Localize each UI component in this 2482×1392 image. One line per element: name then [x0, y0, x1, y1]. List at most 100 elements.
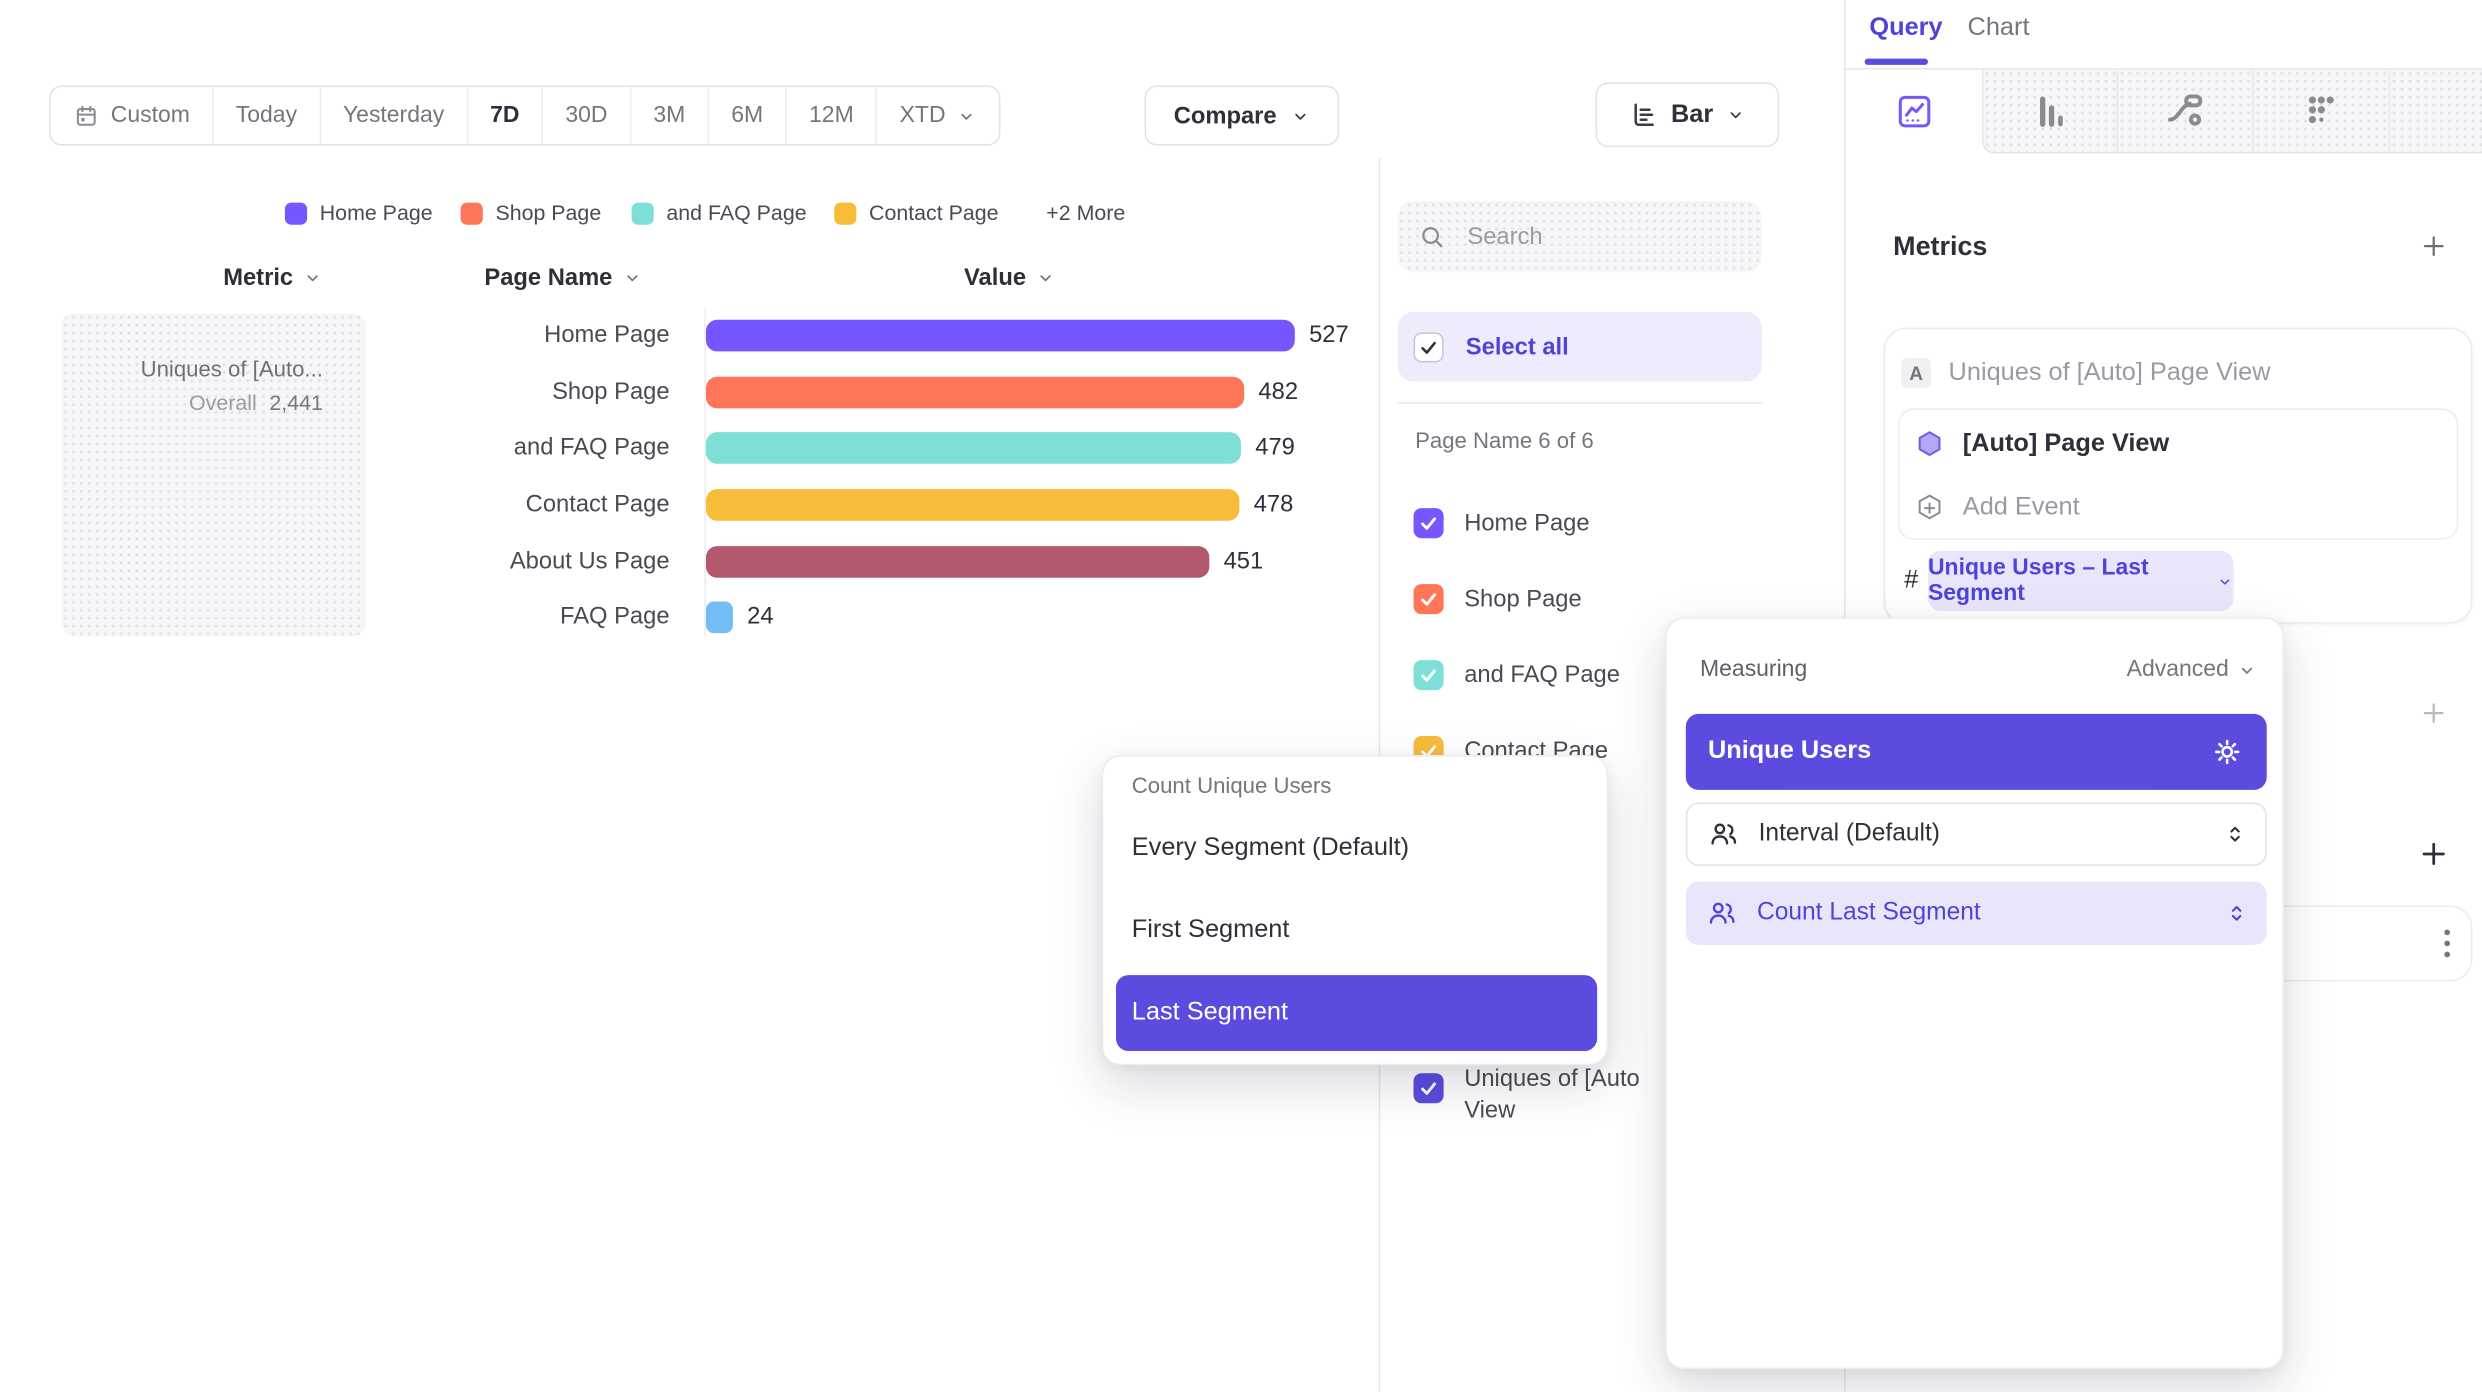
kebab-menu-icon[interactable] [2435, 928, 2460, 960]
check-icon [1421, 669, 1437, 682]
date-range-today[interactable]: Today [212, 87, 320, 145]
bar-faq-page[interactable] [705, 601, 733, 634]
date-range-label: Custom [110, 102, 190, 129]
option-first-segment[interactable]: First Segment [1131, 916, 1290, 944]
option-unique-users[interactable]: Unique Users [1685, 713, 2267, 790]
legend-item[interactable]: Contact Page [834, 201, 999, 225]
bar-category-label: Home Page [544, 321, 670, 349]
search-input[interactable] [1464, 221, 1708, 252]
chart-type-tab-funnels[interactable] [1981, 69, 2117, 154]
tab-query[interactable]: Query [1869, 14, 1943, 42]
legend-more[interactable]: +2 More [1046, 201, 1125, 225]
dropdown-title: Count Unique Users [1131, 772, 1332, 798]
column-header-value[interactable]: Value [964, 264, 1056, 291]
check-icon [1421, 517, 1437, 530]
date-range-label: XTD [899, 102, 946, 129]
hash-symbol: # [1904, 566, 1919, 594]
bar-value: 527 [1309, 321, 1349, 349]
gear-icon[interactable] [2210, 734, 2245, 769]
add-event-hexagon-icon[interactable] [1914, 492, 1946, 524]
segment-item-uniques[interactable]: Uniques of [Auto View [1413, 1065, 1677, 1127]
date-range-12m[interactable]: 12M [785, 87, 876, 145]
add-filter-plus-icon[interactable] [2419, 698, 2449, 728]
legend-item[interactable]: and FAQ Page [631, 201, 807, 225]
bar-and-faq-page[interactable] [705, 432, 1242, 464]
segment-item-home-page[interactable]: Home Page [1413, 508, 1590, 540]
stepper-label: Count Last Segment [1757, 899, 1981, 927]
chart-type-label: Bar [1671, 100, 1714, 128]
date-range-control: Custom Today Yesterday 7D 30D 3M 6M 12M … [49, 85, 1001, 146]
tab-chart[interactable]: Chart [1967, 14, 2030, 42]
compare-label: Compare [1173, 102, 1277, 130]
metric-card: A Uniques of [Auto] Page View [Auto] Pag… [1883, 327, 2473, 624]
event-name[interactable]: [Auto] Page View [1962, 430, 2170, 458]
chevron-down-icon [961, 112, 973, 119]
bar-contact-page[interactable] [705, 489, 1240, 521]
segment-label: Uniques of [Auto View [1464, 1065, 1640, 1124]
advanced-label: Advanced [2126, 656, 2229, 683]
date-range-xtd[interactable]: XTD [875, 87, 1000, 145]
option-label: Last Segment [1131, 998, 1289, 1026]
bar-chart-icon [2039, 95, 2062, 126]
legend-label: Contact Page [869, 201, 999, 225]
measurement-selector[interactable]: Unique Users – Last Segment [1927, 550, 2234, 612]
date-range-label: 30D [565, 102, 608, 129]
select-all-row[interactable]: Select all [1397, 311, 1762, 382]
date-range-label: 3M [653, 102, 686, 129]
column-header-page-name[interactable]: Page Name [484, 264, 642, 291]
search-icon [1422, 227, 1443, 248]
legend-label: Shop Page [495, 201, 602, 225]
legend-item[interactable]: Home Page [284, 201, 433, 225]
metric-cell-title: Uniques of [Auto... [140, 356, 323, 382]
legend-swatch [631, 201, 654, 224]
chevron-down-icon [1731, 112, 1742, 119]
chart-type-button[interactable]: Bar [1595, 82, 1780, 148]
legend-label: Home Page [319, 201, 433, 225]
select-all-label: Select all [1465, 333, 1569, 361]
measurement-label: Unique Users – Last Segment [1927, 555, 2149, 607]
compare-button[interactable]: Compare [1144, 85, 1340, 146]
bar-shop-page[interactable] [705, 376, 1245, 409]
users-icon [1711, 823, 1737, 845]
retention-icon [2308, 95, 2334, 123]
chart-type-tab-more[interactable] [2388, 69, 2482, 154]
date-range-yesterday[interactable]: Yesterday [319, 87, 467, 145]
bar-value: 24 [747, 603, 774, 630]
date-range-3m[interactable]: 3M [629, 87, 708, 145]
segment-checkbox[interactable] [1413, 508, 1444, 539]
bar-row: Shop Page 482 [0, 376, 2482, 409]
date-range-custom[interactable]: Custom [50, 87, 213, 145]
bar-row: FAQ Page 24 [0, 601, 2482, 634]
select-all-checkbox[interactable] [1413, 331, 1444, 362]
segment-item-and-faq-page[interactable]: and FAQ Page [1413, 660, 1620, 692]
date-range-30d[interactable]: 30D [541, 87, 630, 145]
column-header-metric[interactable]: Metric [223, 264, 323, 291]
measuring-title: Measuring [1700, 656, 1808, 683]
date-range-label: Yesterday [342, 102, 445, 129]
segment-label: and FAQ Page [1464, 661, 1620, 689]
legend-item[interactable]: Shop Page [460, 201, 602, 225]
segment-checkbox[interactable] [1413, 584, 1444, 615]
option-every-segment[interactable]: Every Segment (Default) [1131, 834, 1410, 862]
add-event-label[interactable]: Add Event [1962, 493, 2080, 521]
chart-type-tab-insights[interactable] [1846, 70, 1982, 154]
advanced-toggle[interactable]: Advanced [2127, 657, 2258, 682]
interval-stepper-row[interactable]: Interval (Default) [1685, 802, 2267, 866]
bar-category-label: Contact Page [525, 490, 670, 518]
bar-category-label: FAQ Page [560, 603, 670, 630]
count-last-segment-row[interactable]: Count Last Segment [1685, 881, 2267, 945]
option-last-segment[interactable]: Last Segment [1115, 975, 1598, 1052]
segment-checkbox[interactable] [1413, 1073, 1444, 1104]
date-range-6m[interactable]: 6M [707, 87, 786, 145]
chart-type-tab-flows[interactable] [2116, 69, 2253, 154]
bar-about-us-page[interactable] [705, 546, 1210, 578]
metrics-title: Metrics [1893, 231, 1988, 262]
add-metric-plus-icon[interactable] [2419, 231, 2449, 261]
segment-item-shop-page[interactable]: Shop Page [1413, 584, 1582, 616]
date-range-7d[interactable]: 7D [466, 87, 542, 145]
chart-type-tab-retention[interactable] [2252, 69, 2389, 154]
segment-checkbox[interactable] [1413, 660, 1444, 691]
add-breakdown-plus-icon[interactable] [2417, 837, 2450, 870]
metric-cell[interactable]: Uniques of [Auto... Overall 2,441 [61, 313, 366, 637]
bar-home-page[interactable] [705, 319, 1295, 352]
